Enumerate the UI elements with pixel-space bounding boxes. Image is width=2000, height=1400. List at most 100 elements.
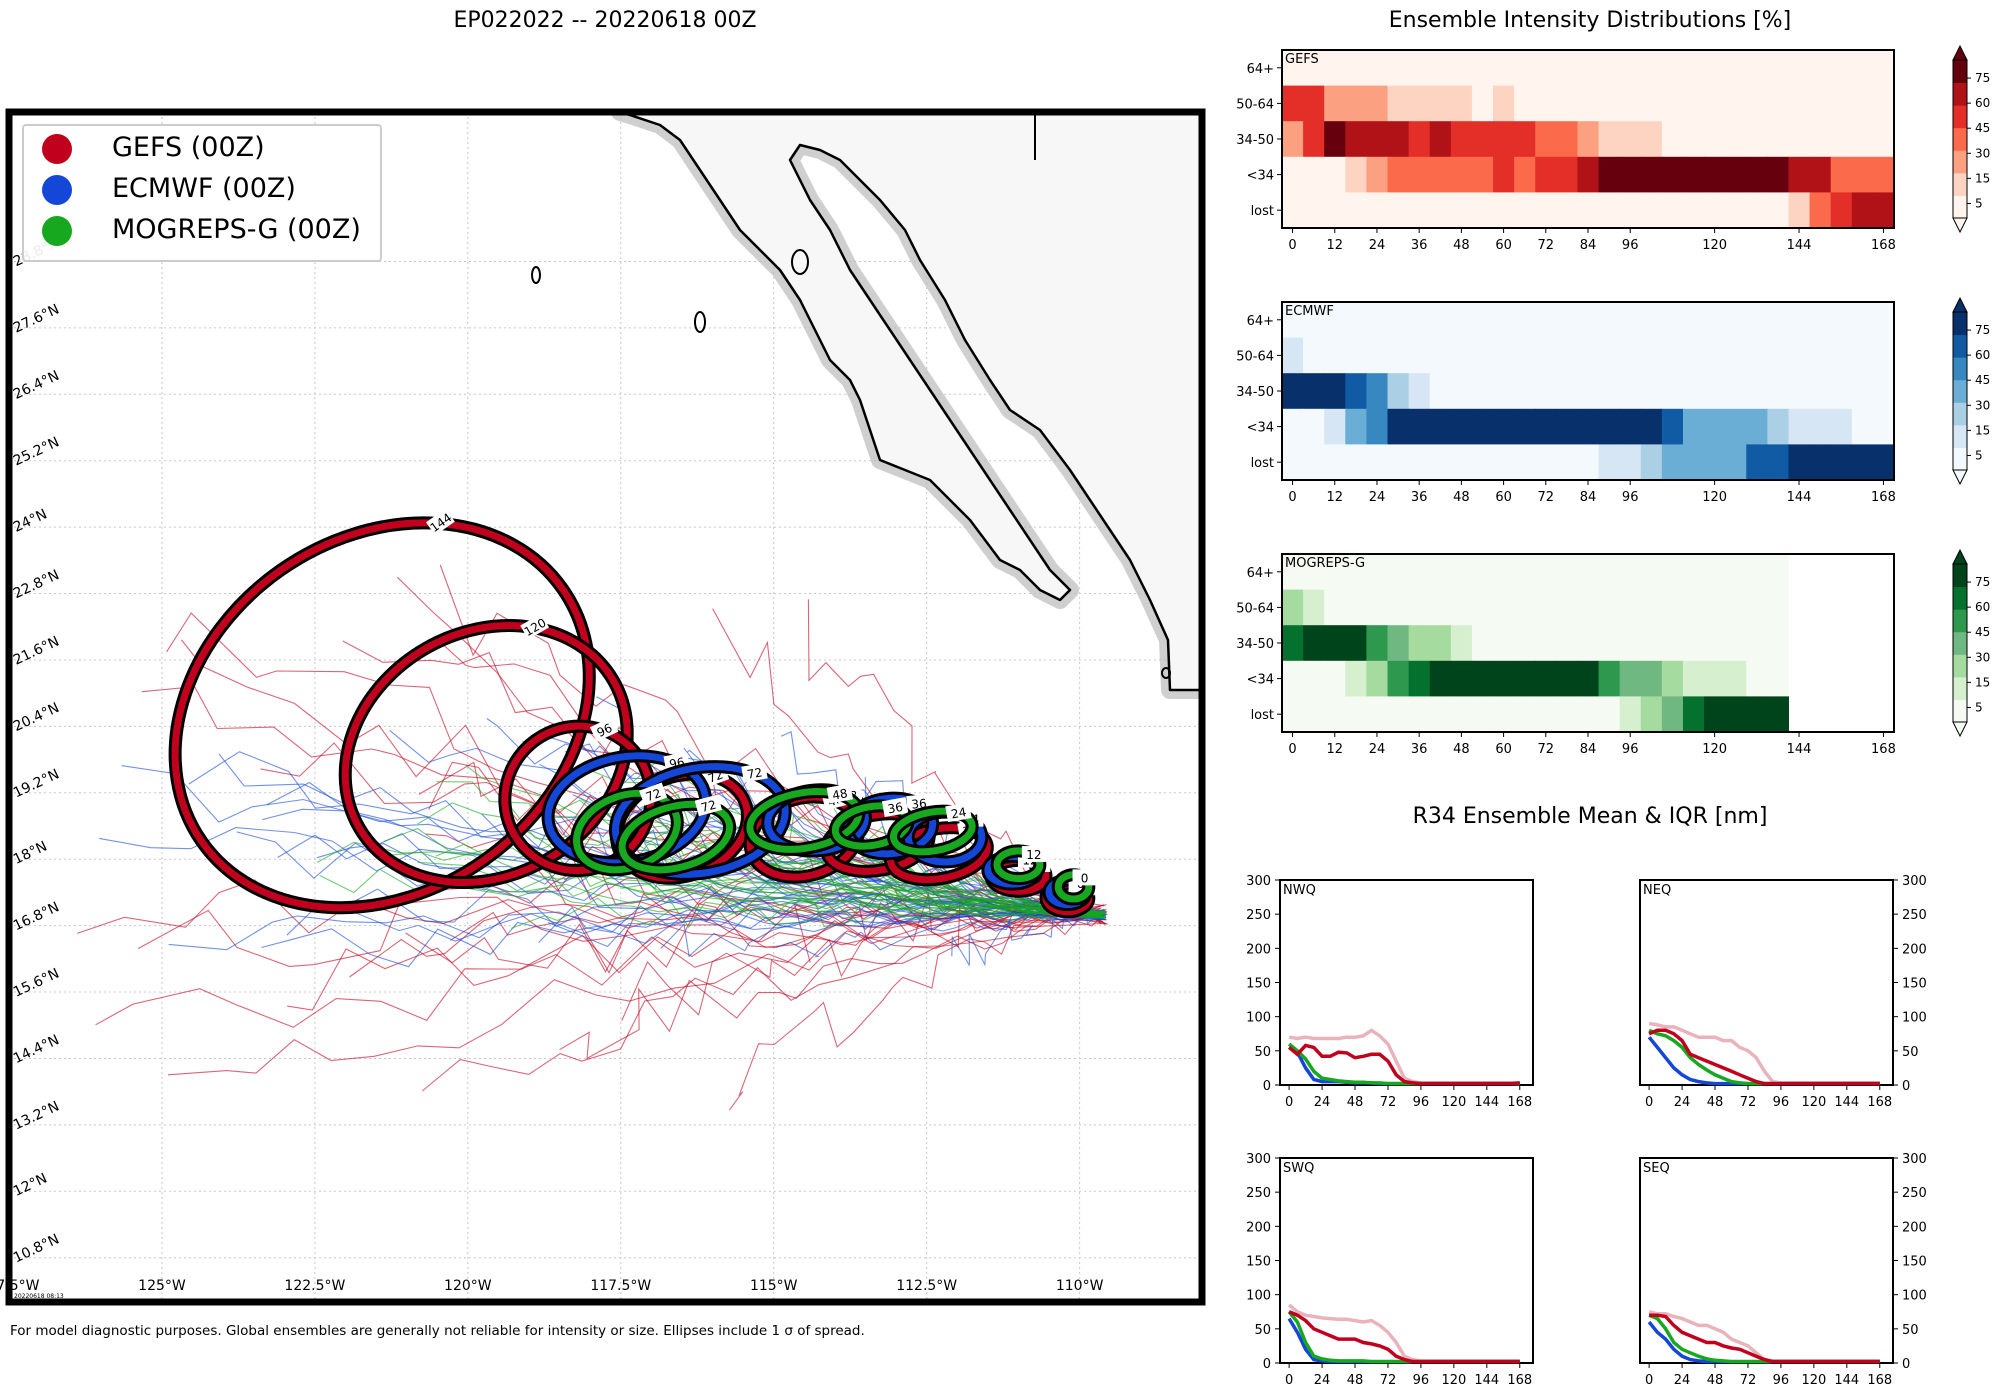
heatmap-cell — [1450, 192, 1473, 229]
heatmap-cell — [1303, 373, 1325, 410]
heatmap-cell — [1704, 660, 1726, 697]
gefs-r34-line — [1648, 1028, 1880, 1086]
r34-x-label: 120 — [1441, 1095, 1466, 1110]
heatmap-cell — [1303, 156, 1325, 193]
ensemble-track — [951, 911, 1104, 967]
heatmap-cell — [1408, 554, 1431, 591]
heatmap-cell — [1556, 589, 1578, 626]
heatmap-cell — [1282, 625, 1304, 662]
heatmap-cell — [1619, 373, 1642, 410]
heatmap-cell — [1324, 156, 1346, 193]
r34-x-label: 72 — [1740, 1373, 1757, 1388]
heatmap-cell — [1429, 121, 1452, 158]
heatmap-cell — [1345, 589, 1367, 626]
heatmap-cell — [1556, 444, 1578, 481]
heatmap-cell — [1303, 192, 1325, 229]
heatmap-cell — [1282, 121, 1304, 158]
r34-x-label: 96 — [1773, 1095, 1790, 1110]
r34-x-label: 96 — [1413, 1095, 1430, 1110]
heatmap-cell — [1345, 121, 1367, 158]
heatmap-x-label: 24 — [1369, 742, 1386, 757]
colorbar-min-arrow — [1952, 217, 1968, 234]
heatmap-cell — [1366, 589, 1389, 626]
heatmap-cell — [1450, 589, 1473, 626]
heatmap-x-label: 60 — [1495, 490, 1512, 505]
heatmap-cell — [1598, 302, 1621, 339]
heatmap-cell — [1535, 85, 1557, 122]
r34-x-label: 0 — [1645, 1373, 1653, 1388]
heatmap-x-label: 60 — [1495, 238, 1512, 253]
heatmap-y-label: lost — [1251, 708, 1274, 723]
heatmap-cell — [1682, 337, 1705, 374]
colorbar-segment — [1953, 631, 1967, 655]
heatmap-cell — [1661, 192, 1684, 229]
heatmap-cell — [1619, 85, 1642, 122]
heatmap-cell — [1324, 337, 1346, 374]
r34-y-label: 0 — [1902, 1079, 1910, 1094]
heatmap-cell — [1366, 50, 1389, 87]
heatmap-cell — [1514, 156, 1536, 193]
r34-y-label: 300 — [1902, 874, 1927, 889]
heatmap-cell — [1682, 121, 1705, 158]
intensity-panels: GEFS 64+ 50-64 34-50 <34 lost 0 12 24 36 48 60 72 84 9… — [1236, 44, 1990, 757]
heatmap-y-label: <34 — [1247, 421, 1274, 436]
heatmap-cell — [1598, 156, 1621, 193]
heatmap-cell — [1387, 696, 1410, 733]
heatmap-cell — [1556, 660, 1578, 697]
heatmap-cell — [1872, 373, 1895, 410]
heatmap-cell — [1471, 660, 1494, 697]
heatmap-model-label: MOGREPS-G — [1285, 556, 1365, 571]
heatmap-cell — [1514, 408, 1536, 445]
gefs-r34-line — [1649, 1313, 1880, 1364]
heatmap-cell — [1851, 50, 1874, 87]
ensemble-ellipses: 1441209672483624120967248362412072724836… — [168, 508, 1097, 919]
ensemble-track — [421, 907, 1102, 1092]
heatmap-cell — [1577, 554, 1600, 591]
heatmap-cell — [1429, 625, 1452, 662]
heatmap-cell — [1556, 85, 1578, 122]
heatmap-cell — [1471, 696, 1494, 733]
heatmap-cell — [1577, 444, 1600, 481]
r34-y-label: 100 — [1902, 1289, 1927, 1304]
r34-frame — [1279, 879, 1534, 1086]
r34-x-label: 0 — [1285, 1373, 1293, 1388]
heatmap-cell — [1366, 337, 1389, 374]
heatmap-cell — [1450, 156, 1473, 193]
heatmap-cell — [1682, 192, 1705, 229]
heatmap-cell — [1366, 302, 1389, 339]
heatmap-cell — [1872, 444, 1895, 481]
ecmwf-heatmap: ECMWF 64+ 50-64 34-50 <34 lost 0 12 24 36 48 60 72 84… — [1236, 296, 1990, 505]
heatmap-cell — [1598, 50, 1621, 87]
heatmap-cell — [1619, 589, 1642, 626]
colorbar-tick-label: 60 — [1975, 348, 1990, 362]
heatmap-cell — [1640, 696, 1663, 733]
heatmap-cell — [1704, 337, 1726, 374]
heatmap-cell — [1788, 156, 1811, 193]
ellipse-label-bg — [945, 802, 972, 823]
heatmap-cell — [1303, 696, 1325, 733]
heatmap-cell — [1704, 121, 1726, 158]
heatmap-cell — [1725, 85, 1747, 122]
heatmap-cell — [1851, 408, 1874, 445]
colorbar-tick-label: 75 — [1975, 575, 1990, 589]
heatmap-cell — [1429, 337, 1452, 374]
heatmap-cell — [1640, 192, 1663, 229]
heatmap-x-label: 168 — [1871, 742, 1896, 757]
timestamp-stamp: 20220618 08:13 — [14, 1293, 64, 1300]
colorbar-max-arrow — [1952, 548, 1968, 565]
colorbar-tick-label: 15 — [1975, 171, 1990, 185]
heatmap-cell — [1640, 50, 1663, 87]
gefs-r34-line — [1288, 1310, 1520, 1364]
heatmap-cell — [1851, 192, 1874, 229]
heatmap-cell — [1387, 156, 1410, 193]
ellipse-label-bg — [1072, 869, 1097, 886]
heatmap-cell — [1471, 337, 1494, 374]
heatmap-cell — [1493, 50, 1515, 87]
heatmap-cell — [1366, 554, 1389, 591]
heatmap-cell — [1598, 408, 1621, 445]
lon-tick-label: 122.5°W — [284, 1278, 345, 1294]
r34-x-label: 168 — [1867, 1373, 1892, 1388]
heatmap-y-label: 64+ — [1247, 314, 1274, 329]
heatmap-cell — [1746, 625, 1768, 662]
nwq-r34-panel: NWQ 0 50 100 150 200 250 300 0 24 48 72 96 120 144 168 — [1246, 874, 1534, 1110]
